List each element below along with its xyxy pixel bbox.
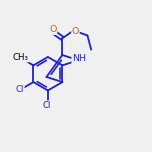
Text: Cl: Cl [16, 85, 24, 94]
Text: NH: NH [72, 54, 86, 64]
Text: CH₃: CH₃ [13, 53, 29, 62]
Text: O: O [72, 27, 79, 36]
Text: O: O [49, 25, 57, 34]
Text: Cl: Cl [43, 101, 51, 110]
